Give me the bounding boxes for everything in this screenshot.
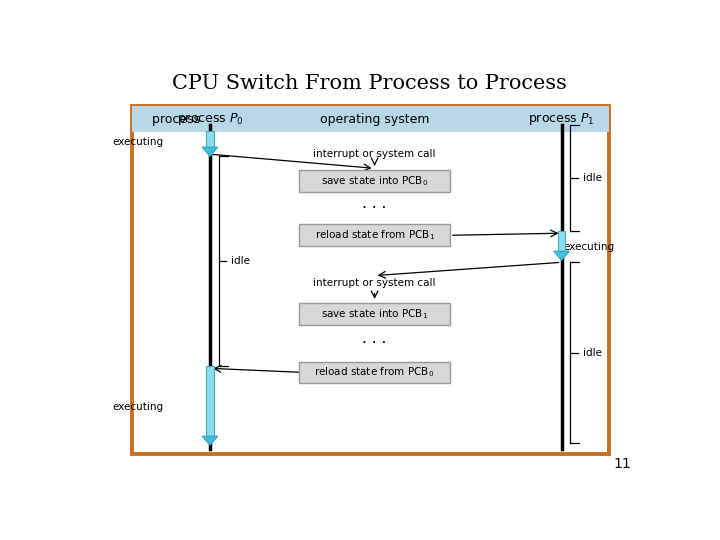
Text: · · ·: · · ·: [362, 201, 387, 216]
Bar: [300, 362, 450, 383]
Bar: [132, 106, 609, 132]
Text: executing: executing: [563, 242, 615, 252]
Text: process: process: [152, 113, 204, 126]
Text: CPU Switch From Process to Process: CPU Switch From Process to Process: [171, 74, 567, 93]
Text: save state into PCB$_1$: save state into PCB$_1$: [321, 307, 428, 321]
Text: process $P_0$: process $P_0$: [176, 111, 243, 127]
Polygon shape: [202, 147, 217, 156]
Bar: [300, 171, 450, 192]
Bar: [206, 131, 214, 147]
Text: process $P_1$: process $P_1$: [528, 111, 595, 127]
Text: idle: idle: [582, 348, 602, 357]
Text: · · ·: · · ·: [362, 336, 387, 351]
Bar: [300, 225, 450, 246]
Text: operating system: operating system: [320, 113, 429, 126]
Text: save state into PCB$_0$: save state into PCB$_0$: [321, 174, 428, 188]
Text: interrupt or system call: interrupt or system call: [313, 149, 436, 159]
Bar: [132, 106, 609, 454]
Text: idle: idle: [582, 173, 602, 183]
Bar: [206, 366, 214, 436]
Text: reload state from PCB$_0$: reload state from PCB$_0$: [315, 366, 435, 380]
Text: 11: 11: [613, 457, 631, 471]
Text: idle: idle: [231, 256, 250, 266]
Polygon shape: [554, 251, 570, 260]
Text: reload state from PCB$_1$: reload state from PCB$_1$: [315, 228, 435, 242]
Text: interrupt or system call: interrupt or system call: [313, 278, 436, 288]
Bar: [300, 303, 450, 325]
Bar: [557, 231, 565, 251]
Text: executing: executing: [112, 137, 163, 147]
Text: executing: executing: [112, 402, 163, 411]
Polygon shape: [202, 436, 217, 446]
